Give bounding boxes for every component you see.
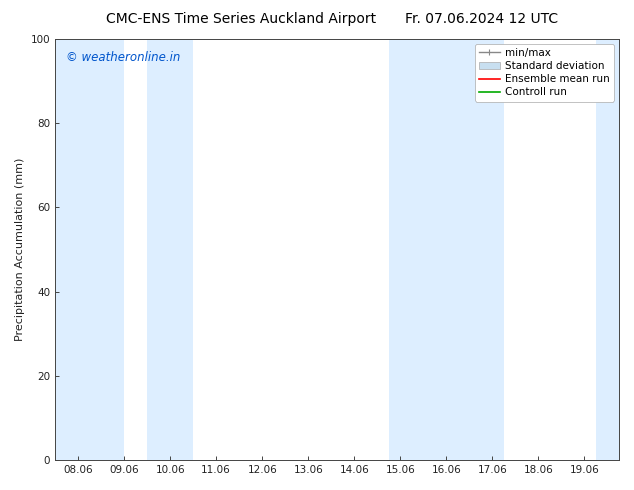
Y-axis label: Precipitation Accumulation (mm): Precipitation Accumulation (mm) — [15, 158, 25, 341]
Text: © weatheronline.in: © weatheronline.in — [67, 51, 181, 64]
Bar — [147, 39, 193, 460]
Bar — [55, 39, 124, 460]
Bar — [596, 39, 619, 460]
Legend: min/max, Standard deviation, Ensemble mean run, Controll run: min/max, Standard deviation, Ensemble me… — [475, 44, 614, 101]
Text: CMC-ENS Time Series Auckland Airport: CMC-ENS Time Series Auckland Airport — [106, 12, 376, 26]
Bar — [389, 39, 412, 460]
Text: Fr. 07.06.2024 12 UTC: Fr. 07.06.2024 12 UTC — [405, 12, 559, 26]
Bar — [412, 39, 504, 460]
